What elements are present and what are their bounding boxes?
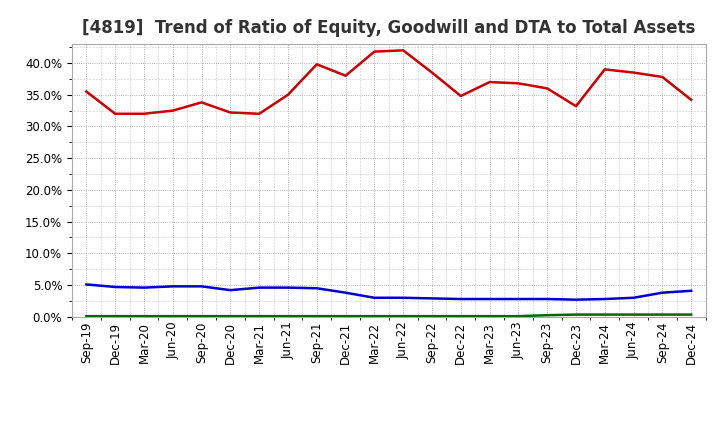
Deferred Tax Assets — [341, 314, 350, 319]
Equity — [658, 74, 667, 80]
Goodwill — [629, 295, 638, 301]
Deferred Tax Assets — [197, 314, 206, 319]
Goodwill — [284, 285, 292, 290]
Equity — [312, 62, 321, 67]
Equity — [111, 111, 120, 117]
Goodwill — [111, 284, 120, 290]
Deferred Tax Assets — [658, 312, 667, 317]
Goodwill — [312, 286, 321, 291]
Deferred Tax Assets — [226, 314, 235, 319]
Deferred Tax Assets — [399, 314, 408, 319]
Equity — [140, 111, 148, 117]
Equity — [370, 49, 379, 54]
Equity — [255, 111, 264, 117]
Equity — [600, 67, 609, 72]
Deferred Tax Assets — [600, 312, 609, 317]
Deferred Tax Assets — [370, 314, 379, 319]
Goodwill — [370, 295, 379, 301]
Deferred Tax Assets — [629, 312, 638, 317]
Deferred Tax Assets — [111, 314, 120, 319]
Deferred Tax Assets — [572, 312, 580, 317]
Equity — [341, 73, 350, 78]
Goodwill — [687, 288, 696, 293]
Deferred Tax Assets — [543, 312, 552, 318]
Goodwill — [543, 297, 552, 302]
Equity — [572, 103, 580, 109]
Deferred Tax Assets — [140, 314, 148, 319]
Goodwill — [514, 297, 523, 302]
Line: Deferred Tax Assets: Deferred Tax Assets — [86, 315, 691, 316]
Deferred Tax Assets — [514, 314, 523, 319]
Equity — [197, 100, 206, 105]
Line: Equity: Equity — [86, 50, 691, 114]
Deferred Tax Assets — [255, 314, 264, 319]
Equity — [543, 86, 552, 91]
Deferred Tax Assets — [456, 314, 465, 319]
Title: [4819]  Trend of Ratio of Equity, Goodwill and DTA to Total Assets: [4819] Trend of Ratio of Equity, Goodwil… — [82, 19, 696, 37]
Equity — [168, 108, 177, 113]
Equity — [284, 92, 292, 97]
Deferred Tax Assets — [485, 314, 494, 319]
Equity — [226, 110, 235, 115]
Goodwill — [658, 290, 667, 295]
Goodwill — [197, 284, 206, 289]
Goodwill — [485, 297, 494, 302]
Goodwill — [168, 284, 177, 289]
Deferred Tax Assets — [168, 314, 177, 319]
Deferred Tax Assets — [687, 312, 696, 317]
Goodwill — [428, 296, 436, 301]
Goodwill — [456, 297, 465, 302]
Equity — [456, 93, 465, 99]
Goodwill — [82, 282, 91, 287]
Equity — [687, 97, 696, 103]
Equity — [514, 81, 523, 86]
Deferred Tax Assets — [82, 314, 91, 319]
Deferred Tax Assets — [312, 314, 321, 319]
Goodwill — [399, 295, 408, 301]
Equity — [82, 89, 91, 94]
Deferred Tax Assets — [284, 314, 292, 319]
Goodwill — [226, 287, 235, 293]
Line: Goodwill: Goodwill — [86, 284, 691, 300]
Goodwill — [600, 297, 609, 302]
Goodwill — [255, 285, 264, 290]
Deferred Tax Assets — [428, 314, 436, 319]
Equity — [428, 70, 436, 75]
Equity — [485, 80, 494, 85]
Goodwill — [572, 297, 580, 302]
Equity — [629, 70, 638, 75]
Goodwill — [140, 285, 148, 290]
Goodwill — [341, 290, 350, 295]
Equity — [399, 48, 408, 53]
